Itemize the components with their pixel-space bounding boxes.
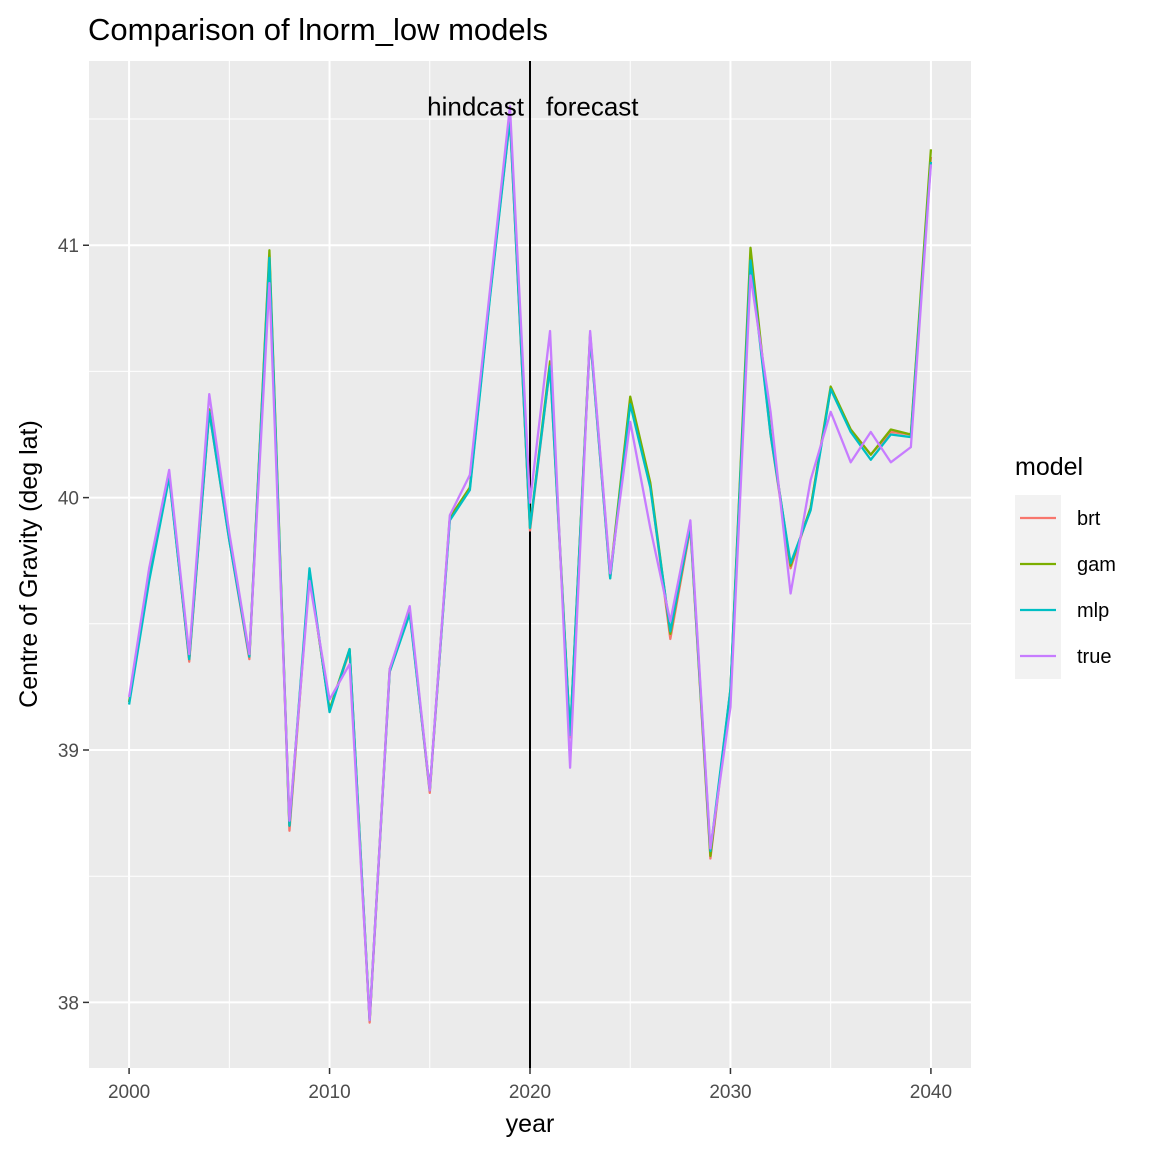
x-tick-label: 2030 <box>709 1082 751 1103</box>
legend-label: true <box>1077 646 1111 668</box>
y-tick-label: 38 <box>58 993 79 1014</box>
annotations: hindcast forecast <box>427 91 639 121</box>
legend-label: gam <box>1077 554 1116 576</box>
legend: model brt gam mlp true <box>1015 453 1116 679</box>
x-tick-label: 2000 <box>108 1082 150 1103</box>
y-tick-label: 41 <box>58 236 79 257</box>
x-axis-title: year <box>506 1110 555 1138</box>
legend-label: brt <box>1077 508 1101 530</box>
x-tick-label: 2010 <box>308 1082 350 1103</box>
annotation-label: hindcast <box>427 91 525 121</box>
y-tick-label: 39 <box>58 741 79 762</box>
x-tick-label: 2040 <box>910 1082 952 1103</box>
y-axis: 38 39 40 41 <box>58 236 89 1014</box>
annotation-label: forecast <box>546 91 639 121</box>
y-tick-label: 40 <box>58 489 79 510</box>
x-axis: 2000 2010 2020 2030 2040 <box>108 1068 952 1103</box>
legend-label: mlp <box>1077 600 1109 622</box>
series-lines <box>127 105 933 1024</box>
series-line-true <box>127 105 933 1022</box>
y-axis-title: Centre of Gravity (deg lat) <box>15 420 43 708</box>
legend-title: model <box>1015 453 1083 481</box>
chart-title: Comparison of lnorm_low models <box>88 12 548 47</box>
x-tick-label: 2020 <box>509 1082 551 1103</box>
